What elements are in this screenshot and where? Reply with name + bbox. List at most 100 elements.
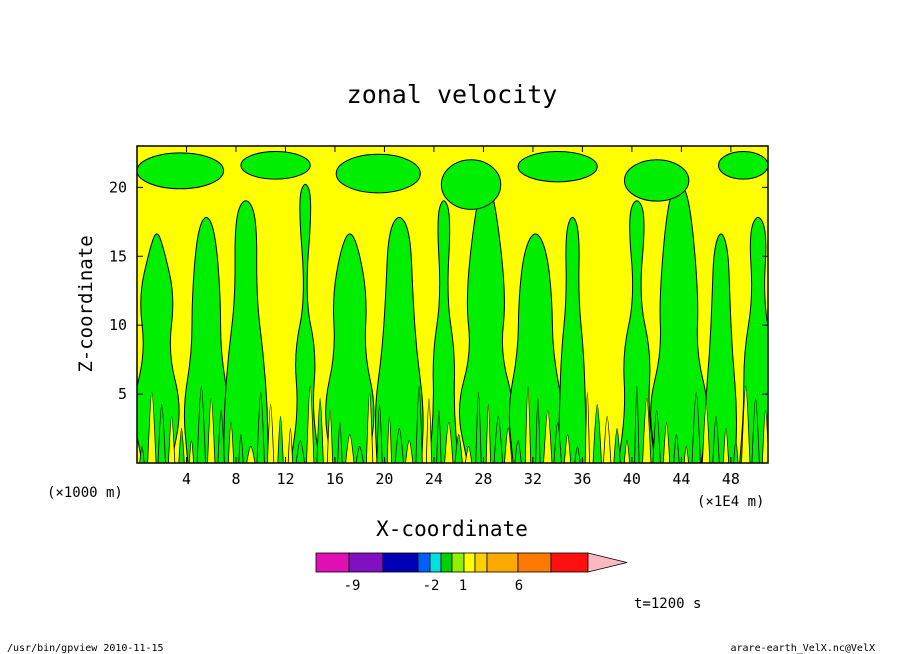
time-label: t=1200 s <box>634 596 701 612</box>
x-tick-label: 20 <box>375 470 393 488</box>
x-tick-label: 32 <box>524 470 542 488</box>
plot-frame <box>136 145 769 464</box>
near-surface-filament <box>227 422 235 463</box>
near-surface-filament <box>168 415 176 463</box>
near-surface-filament <box>574 446 581 463</box>
footer-right: arare-earth_VelX.nc@VelX <box>731 643 876 654</box>
negative-velocity-region <box>428 200 459 463</box>
near-surface-filament <box>584 391 590 463</box>
near-surface-filament <box>178 428 185 463</box>
upper-negative-cell <box>440 159 502 210</box>
colorbar-segment <box>429 552 442 573</box>
colorbar-segment <box>440 552 453 573</box>
upper-negative-cell <box>517 151 598 183</box>
near-surface-filament <box>316 397 324 463</box>
colorbar-segment <box>315 552 350 573</box>
negative-velocity-region <box>223 200 269 463</box>
x-tick-label: 8 <box>231 470 240 488</box>
near-surface-filament <box>326 409 334 463</box>
near-surface-filament <box>535 397 541 463</box>
near-surface-filament <box>623 440 631 463</box>
near-surface-filament <box>188 440 195 463</box>
negative-velocity-region <box>617 200 656 463</box>
near-surface-filament <box>722 428 730 463</box>
footer-left: /usr/bin/gpview 2010-11-15 <box>7 643 164 654</box>
colorbar-tick-label: -9 <box>344 578 361 594</box>
near-surface-filament <box>415 385 423 463</box>
near-surface-filament <box>673 434 680 463</box>
upper-negative-cell <box>240 151 311 180</box>
near-surface-filament <box>741 385 751 463</box>
near-surface-filament <box>306 385 315 463</box>
x-tick-label: 24 <box>425 470 443 488</box>
y-axis: 5 10 15 20 <box>109 178 768 403</box>
colorbar-segment <box>417 552 431 573</box>
y-tick-label: 10 <box>109 316 127 334</box>
near-surface-filament <box>592 403 602 463</box>
near-surface-filament <box>337 422 343 463</box>
near-surface-filament <box>139 446 145 463</box>
negative-velocity-region <box>557 216 588 463</box>
negative-velocity-region <box>325 233 375 463</box>
colorbar-tick-label: -2 <box>423 578 440 594</box>
near-surface-filament <box>493 415 503 463</box>
y-axis-label: Z-coordinate <box>75 235 97 372</box>
colorbar-segment <box>451 552 465 573</box>
near-surface-filament <box>642 397 652 463</box>
near-surface-filament <box>147 391 157 463</box>
near-surface-filament <box>376 403 383 463</box>
near-surface-filament <box>425 397 433 463</box>
colorbar-segment <box>382 552 419 573</box>
colorbar-segment <box>348 552 384 573</box>
colorbar <box>315 552 628 573</box>
near-surface-filament <box>524 385 532 463</box>
upper-negative-cell <box>718 151 768 180</box>
y-tick-label: 15 <box>109 247 127 265</box>
colorbar-tick-labels: -9 -2 1 6 <box>344 578 524 594</box>
near-surface-filament <box>733 440 739 463</box>
near-surface-filament <box>691 391 701 463</box>
negative-velocity-region <box>183 216 229 463</box>
near-surface-filament <box>464 446 473 463</box>
near-surface-filament <box>603 415 612 463</box>
near-surface-filament <box>563 434 572 463</box>
x-tick-label: 12 <box>276 470 294 488</box>
chart-title: zonal velocity <box>347 80 558 109</box>
x-axis-label: X-coordinate <box>376 517 528 541</box>
near-surface-filament <box>277 415 284 463</box>
negative-velocity-region <box>137 233 180 463</box>
x-unit-right: (×1E4 m) <box>697 494 764 510</box>
near-surface-filament <box>394 428 404 463</box>
colorbar-arrow <box>587 552 628 573</box>
near-surface-filament <box>454 434 463 463</box>
near-surface-filament <box>436 409 442 463</box>
x-tick-label: 28 <box>474 470 492 488</box>
near-surface-filament <box>287 428 294 463</box>
upper-negative-cell <box>335 153 421 194</box>
negative-velocity-region <box>705 233 737 463</box>
near-surface-filament <box>543 409 553 463</box>
colorbar-segment <box>474 552 488 573</box>
near-surface-filament <box>217 409 225 463</box>
near-surface-filament <box>475 391 482 463</box>
x-tick-label: 16 <box>326 470 344 488</box>
near-surface-filament <box>196 385 206 463</box>
x-tick-label: 36 <box>573 470 591 488</box>
colorbar-segment <box>486 552 519 573</box>
near-surface-filament <box>246 446 256 463</box>
colorbar-tick-label: 6 <box>515 578 523 594</box>
x-tick-label: 48 <box>722 470 740 488</box>
near-surface-filament <box>652 409 661 463</box>
colorbar-segment <box>550 552 589 573</box>
negative-velocity-region <box>290 183 321 463</box>
x-unit-left: (×1000 m) <box>47 485 123 501</box>
near-surface-filament <box>365 391 374 463</box>
near-surface-filament <box>683 446 689 463</box>
velocity-field <box>137 151 768 463</box>
negative-velocity-region <box>508 233 562 463</box>
near-surface-filament <box>712 415 720 463</box>
near-surface-filament <box>256 391 265 463</box>
x-tick-label: 40 <box>623 470 641 488</box>
